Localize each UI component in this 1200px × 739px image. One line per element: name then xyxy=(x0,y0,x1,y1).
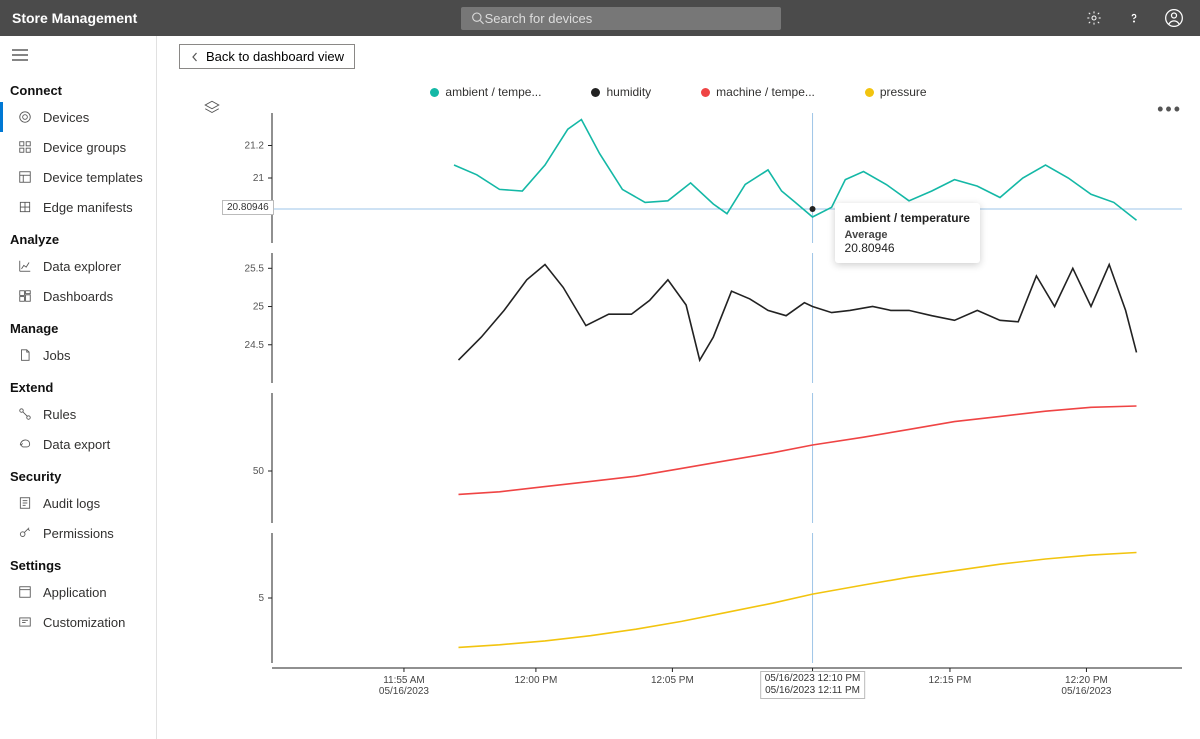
sidebar-section-label: Extend xyxy=(0,370,156,399)
sidebar-item-rules[interactable]: Rules xyxy=(0,399,156,429)
svg-text:21: 21 xyxy=(253,173,265,184)
search-field[interactable] xyxy=(461,7,781,30)
legend-dot-icon xyxy=(430,88,439,97)
top-bar: Store Management xyxy=(0,0,1200,36)
hover-y-badge: 20.80946 xyxy=(222,200,274,215)
app-title: Store Management xyxy=(12,10,137,26)
legend-item-machine[interactable]: machine / tempe... xyxy=(701,85,815,99)
svg-text:24.5: 24.5 xyxy=(245,340,265,351)
svg-text:12:20 PM: 12:20 PM xyxy=(1065,675,1108,686)
sidebar-item-label: Data export xyxy=(43,437,110,452)
svg-text:50: 50 xyxy=(253,466,265,477)
custom-icon xyxy=(17,614,33,630)
flow-icon xyxy=(17,406,33,422)
sidebar-item-edge-manifests[interactable]: Edge manifests xyxy=(0,192,156,222)
legend-dot-icon xyxy=(701,88,710,97)
legend-dot-icon xyxy=(865,88,874,97)
search-input[interactable] xyxy=(485,11,772,26)
sidebar: Connect Devices Device groups Device templa… xyxy=(0,36,157,739)
chart-panel-ambient[interactable]: 21.2 21 20.80946 ambient / temperature Av… xyxy=(217,113,1170,243)
legend-item-ambient[interactable]: ambient / tempe... xyxy=(430,85,541,99)
x-axis: 11:55 AM05/16/202312:00 PM12:05 PM12:15 … xyxy=(217,667,1170,701)
svg-text:11:55 AM: 11:55 AM xyxy=(383,675,425,686)
help-icon[interactable] xyxy=(1120,4,1148,32)
back-button-label: Back to dashboard view xyxy=(206,49,344,64)
legend-label: ambient / tempe... xyxy=(445,85,541,99)
sidebar-section-label: Security xyxy=(0,459,156,488)
sidebar-item-label: Data explorer xyxy=(43,259,121,274)
chart-icon xyxy=(17,258,33,274)
main-content: Back to dashboard view ambient / tempe..… xyxy=(157,36,1200,739)
x-hover-badge: 05/16/2023 12:10 PM05/16/2023 12:11 PM xyxy=(760,671,866,699)
sidebar-section-label: Manage xyxy=(0,311,156,340)
legend-item-humidity[interactable]: humidity xyxy=(591,85,651,99)
settings-gear-icon[interactable] xyxy=(1080,4,1108,32)
sidebar-item-label: Dashboards xyxy=(43,289,113,304)
app-icon xyxy=(17,584,33,600)
chart-panel-humidity[interactable]: 25.5 25 24.5 xyxy=(217,253,1170,383)
chart-legend: ambient / tempe... humidity machine / temp… xyxy=(157,69,1200,103)
chart-panel-machine[interactable]: 50 xyxy=(217,393,1170,523)
sidebar-item-device-groups[interactable]: Device groups xyxy=(0,132,156,162)
legend-label: pressure xyxy=(880,85,927,99)
search-icon xyxy=(471,11,484,25)
legend-dot-icon xyxy=(591,88,600,97)
svg-text:05/16/2023: 05/16/2023 xyxy=(379,686,429,697)
doc-icon xyxy=(17,347,33,363)
account-icon[interactable] xyxy=(1160,4,1188,32)
sidebar-item-label: Device templates xyxy=(43,170,143,185)
legend-label: machine / tempe... xyxy=(716,85,815,99)
sidebar-item-jobs[interactable]: Jobs xyxy=(0,340,156,370)
chevron-left-icon xyxy=(190,52,200,62)
sidebar-item-customization[interactable]: Customization xyxy=(0,607,156,637)
svg-text:25: 25 xyxy=(253,302,265,313)
export-icon xyxy=(17,436,33,452)
sidebar-item-application[interactable]: Application xyxy=(0,577,156,607)
sidebar-item-data-explorer[interactable]: Data explorer xyxy=(0,251,156,281)
template-icon xyxy=(17,169,33,185)
sidebar-item-device-templates[interactable]: Device templates xyxy=(0,162,156,192)
sidebar-item-devices[interactable]: Devices xyxy=(0,102,156,132)
sidebar-item-label: Jobs xyxy=(43,348,70,363)
svg-text:5: 5 xyxy=(258,593,264,604)
svg-text:21.2: 21.2 xyxy=(245,141,265,152)
sidebar-section-label: Connect xyxy=(0,73,156,102)
sidebar-item-label: Customization xyxy=(43,615,125,630)
edge-icon xyxy=(17,199,33,215)
legend-label: humidity xyxy=(606,85,651,99)
sidebar-section-label: Settings xyxy=(0,548,156,577)
sidebar-item-dashboards[interactable]: Dashboards xyxy=(0,281,156,311)
sidebar-section-label: Analyze xyxy=(0,222,156,251)
key-icon xyxy=(17,525,33,541)
sidebar-item-label: Rules xyxy=(43,407,76,422)
sidebar-item-audit-logs[interactable]: Audit logs xyxy=(0,488,156,518)
sidebar-item-data-export[interactable]: Data export xyxy=(0,429,156,459)
svg-text:25.5: 25.5 xyxy=(245,263,265,274)
svg-text:05/16/2023: 05/16/2023 xyxy=(1061,686,1111,697)
back-button[interactable]: Back to dashboard view xyxy=(179,44,355,69)
tooltip-sub: Average xyxy=(845,229,970,241)
chart-area: ••• 21.221 20.80946 ambient / temperatur… xyxy=(157,103,1200,739)
dashboard-icon xyxy=(17,288,33,304)
chart-panel-pressure[interactable]: 5 xyxy=(217,533,1170,663)
sidebar-item-permissions[interactable]: Permissions xyxy=(0,518,156,548)
tooltip-title: ambient / temperature xyxy=(845,211,970,225)
log-icon xyxy=(17,495,33,511)
sidebar-item-label: Device groups xyxy=(43,140,126,155)
sidebar-item-label: Edge manifests xyxy=(43,200,133,215)
grid-icon xyxy=(17,139,33,155)
svg-text:12:00 PM: 12:00 PM xyxy=(514,675,557,686)
sidebar-item-label: Permissions xyxy=(43,526,114,541)
legend-item-pressure[interactable]: pressure xyxy=(865,85,927,99)
menu-toggle-icon[interactable] xyxy=(0,40,156,73)
sidebar-item-label: Audit logs xyxy=(43,496,100,511)
svg-text:12:15 PM: 12:15 PM xyxy=(929,675,972,686)
svg-text:12:05 PM: 12:05 PM xyxy=(651,675,694,686)
sidebar-item-label: Devices xyxy=(43,110,89,125)
sidebar-item-label: Application xyxy=(43,585,107,600)
target-icon xyxy=(17,109,33,125)
